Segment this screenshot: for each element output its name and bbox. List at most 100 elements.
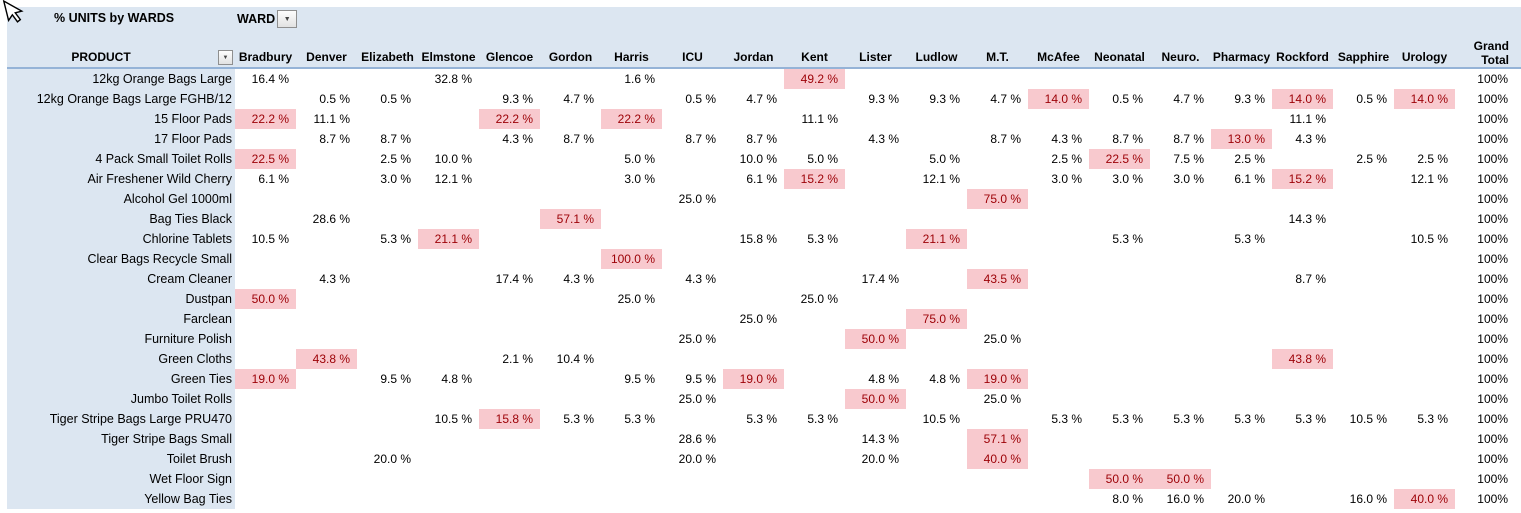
- pivot-cell[interactable]: [540, 229, 601, 249]
- pivot-cell[interactable]: 4.3 %: [319, 272, 350, 286]
- pivot-cell[interactable]: [1150, 189, 1211, 209]
- pivot-cell[interactable]: 8.7 %: [1173, 132, 1204, 146]
- pivot-cell[interactable]: [357, 249, 418, 269]
- pivot-cell[interactable]: [1211, 309, 1272, 329]
- pivot-cell[interactable]: [1394, 69, 1455, 89]
- ward-column-header[interactable]: Kent: [801, 50, 828, 64]
- pivot-cell[interactable]: [540, 149, 601, 169]
- pivot-cell[interactable]: [357, 69, 418, 89]
- pivot-cell[interactable]: [1028, 329, 1089, 349]
- pivot-cell[interactable]: [1394, 309, 1455, 329]
- pivot-cell[interactable]: 6.1 %: [1234, 172, 1265, 186]
- pivot-cell[interactable]: 20.0 %: [373, 452, 411, 466]
- pivot-cell[interactable]: [418, 489, 479, 509]
- pivot-cell[interactable]: [479, 329, 540, 349]
- pivot-cell[interactable]: [235, 489, 296, 509]
- pivot-cell[interactable]: [662, 349, 723, 369]
- pivot-cell[interactable]: [296, 169, 357, 189]
- pivot-cell[interactable]: [479, 469, 540, 489]
- pivot-cell[interactable]: [601, 309, 662, 329]
- pivot-cell[interactable]: [601, 469, 662, 489]
- pivot-cell[interactable]: [601, 329, 662, 349]
- pivot-cell[interactable]: [845, 229, 906, 249]
- pivot-cell[interactable]: [296, 69, 357, 89]
- pivot-cell[interactable]: [1089, 209, 1150, 229]
- pivot-cell[interactable]: 10.0 %: [434, 152, 472, 166]
- pivot-cell[interactable]: 14.0 %: [1272, 89, 1333, 109]
- pivot-cell[interactable]: [296, 369, 357, 389]
- pivot-cell[interactable]: [845, 469, 906, 489]
- grand-total-cell[interactable]: 100%: [1477, 152, 1508, 166]
- pivot-cell[interactable]: [784, 449, 845, 469]
- pivot-cell[interactable]: [967, 289, 1028, 309]
- pivot-cell[interactable]: [1028, 429, 1089, 449]
- pivot-cell[interactable]: 4.8 %: [441, 372, 472, 386]
- pivot-cell[interactable]: [906, 269, 967, 289]
- pivot-cell[interactable]: [845, 309, 906, 329]
- pivot-cell[interactable]: [235, 269, 296, 289]
- pivot-cell[interactable]: [418, 109, 479, 129]
- pivot-cell[interactable]: [1211, 469, 1272, 489]
- pivot-cell[interactable]: 32.8 %: [434, 72, 472, 86]
- ward-column-header[interactable]: ICU: [682, 50, 703, 64]
- pivot-cell[interactable]: [601, 209, 662, 229]
- product-row-label[interactable]: Jumbo Toilet Rolls: [7, 389, 235, 409]
- pivot-cell[interactable]: [418, 449, 479, 469]
- pivot-cell[interactable]: [1211, 289, 1272, 309]
- pivot-cell[interactable]: [601, 189, 662, 209]
- pivot-cell[interactable]: 5.3 %: [1173, 412, 1204, 426]
- pivot-cell[interactable]: [723, 329, 784, 349]
- pivot-cell[interactable]: [235, 449, 296, 469]
- pivot-cell[interactable]: 5.3 %: [746, 412, 777, 426]
- ward-filter-dropdown-button[interactable]: ▼: [277, 10, 298, 28]
- product-row-label[interactable]: Green Cloths: [7, 349, 235, 369]
- pivot-cell[interactable]: 100.0 %: [601, 249, 662, 269]
- pivot-cell[interactable]: [1150, 269, 1211, 289]
- pivot-cell[interactable]: 50.0 %: [235, 289, 296, 309]
- pivot-cell[interactable]: [1211, 69, 1272, 89]
- pivot-cell[interactable]: 43.5 %: [967, 269, 1028, 289]
- product-column-header[interactable]: PRODUCT ▼: [7, 47, 235, 67]
- pivot-cell[interactable]: 14.3 %: [861, 432, 899, 446]
- pivot-cell[interactable]: [296, 189, 357, 209]
- pivot-cell[interactable]: [784, 129, 845, 149]
- pivot-cell[interactable]: [1211, 249, 1272, 269]
- pivot-cell[interactable]: [662, 169, 723, 189]
- pivot-cell[interactable]: [906, 189, 967, 209]
- pivot-cell[interactable]: 25.0 %: [678, 332, 716, 346]
- pivot-cell[interactable]: [906, 389, 967, 409]
- pivot-cell[interactable]: 20.0 %: [861, 452, 899, 466]
- pivot-cell[interactable]: [1333, 249, 1394, 269]
- pivot-cell[interactable]: 9.5 %: [380, 372, 411, 386]
- pivot-cell[interactable]: [845, 289, 906, 309]
- pivot-cell[interactable]: [357, 469, 418, 489]
- pivot-cell[interactable]: 16.0 %: [1166, 492, 1204, 506]
- pivot-cell[interactable]: 28.6 %: [678, 432, 716, 446]
- pivot-cell[interactable]: 5.3 %: [1417, 412, 1448, 426]
- grand-total-cell[interactable]: 100%: [1477, 412, 1508, 426]
- pivot-cell[interactable]: [1272, 469, 1333, 489]
- pivot-cell[interactable]: [235, 129, 296, 149]
- pivot-cell[interactable]: [967, 149, 1028, 169]
- pivot-cell[interactable]: [845, 169, 906, 189]
- pivot-cell[interactable]: 8.7 %: [746, 132, 777, 146]
- pivot-cell[interactable]: [418, 129, 479, 149]
- pivot-cell[interactable]: 50.0 %: [845, 329, 906, 349]
- pivot-cell[interactable]: 4.7 %: [1173, 92, 1204, 106]
- pivot-cell[interactable]: 10.5 %: [251, 232, 289, 246]
- pivot-cell[interactable]: [1394, 109, 1455, 129]
- pivot-cell[interactable]: 21.1 %: [906, 229, 967, 249]
- ward-column-header[interactable]: Ludlow: [915, 50, 958, 64]
- pivot-cell[interactable]: [723, 449, 784, 469]
- pivot-cell[interactable]: 3.0 %: [624, 172, 655, 186]
- pivot-cell[interactable]: 4.3 %: [1051, 132, 1082, 146]
- pivot-cell[interactable]: [967, 209, 1028, 229]
- pivot-cell[interactable]: [1150, 369, 1211, 389]
- pivot-cell[interactable]: [662, 229, 723, 249]
- pivot-cell[interactable]: 3.0 %: [380, 172, 411, 186]
- pivot-cell[interactable]: [235, 89, 296, 109]
- pivot-cell[interactable]: [296, 329, 357, 349]
- pivot-cell[interactable]: 5.3 %: [624, 412, 655, 426]
- pivot-cell[interactable]: [967, 169, 1028, 189]
- pivot-cell[interactable]: [1089, 69, 1150, 89]
